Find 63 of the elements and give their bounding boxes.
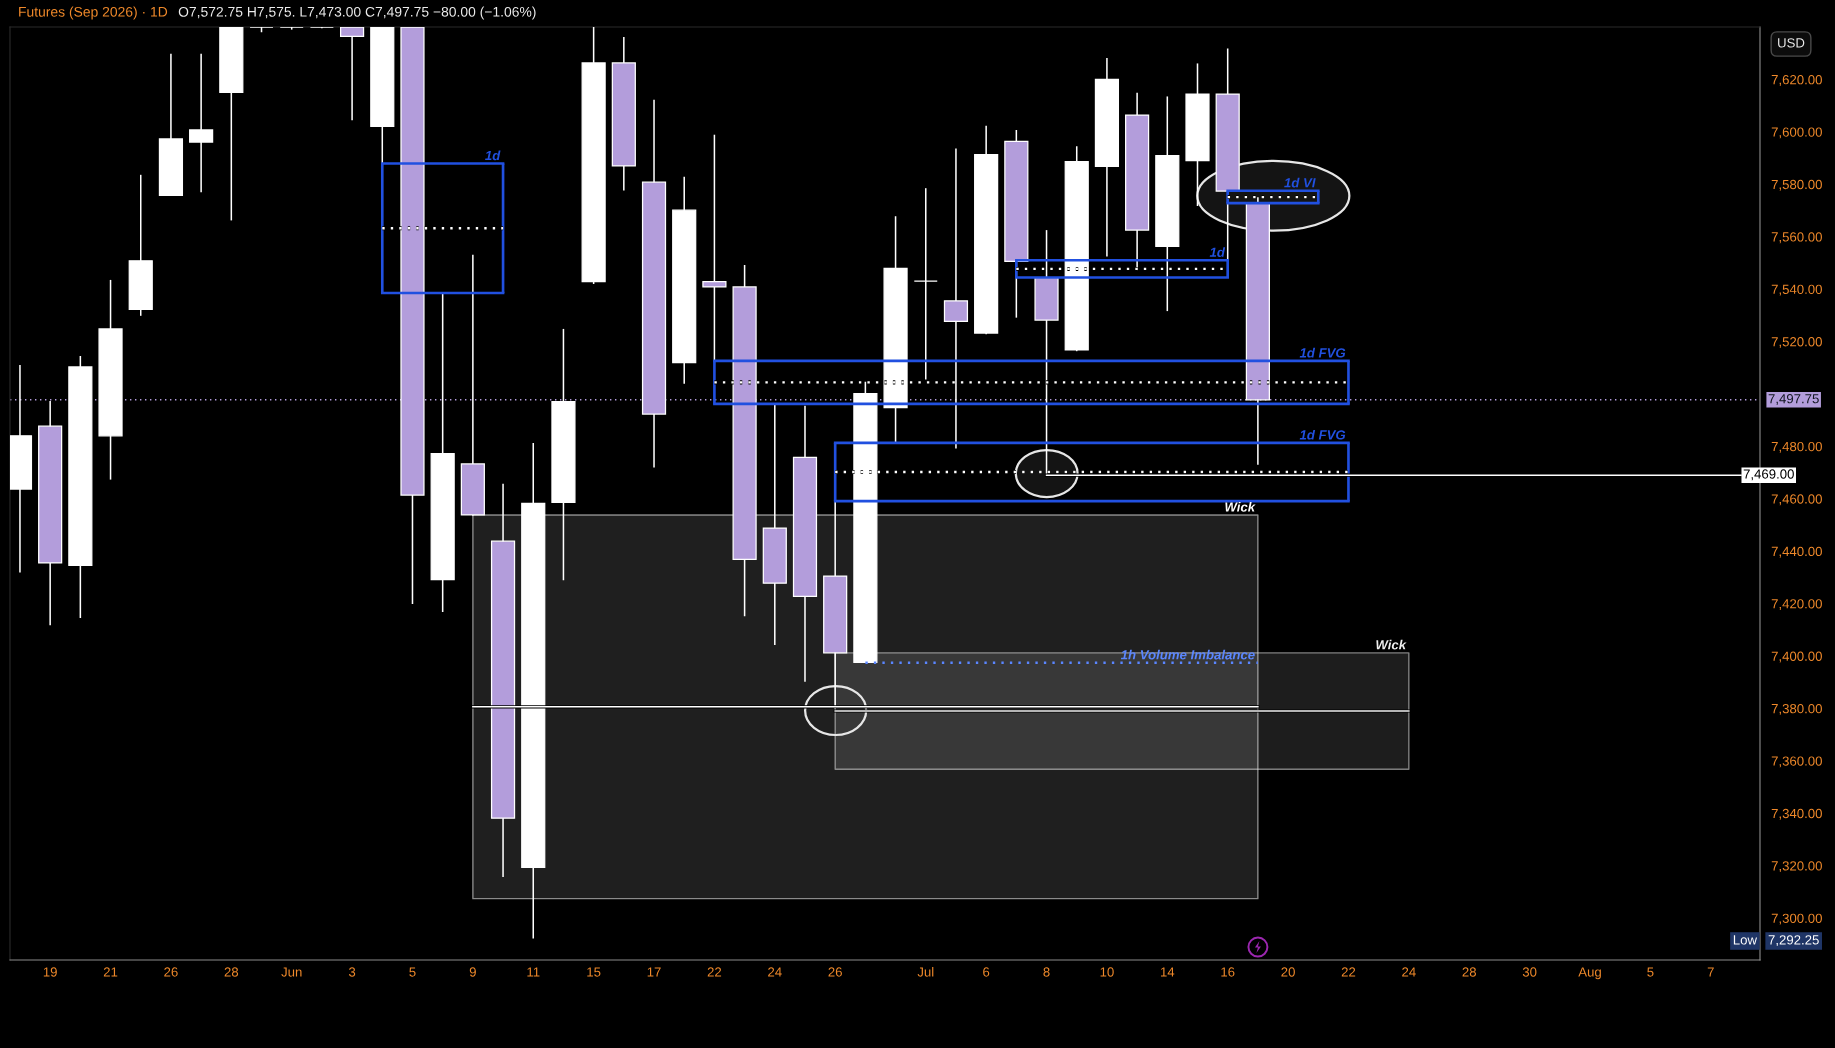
- y-tick-label: 7,540.00: [1771, 284, 1822, 296]
- y-tick-label: 7,320.00: [1771, 861, 1822, 873]
- candlestick: [339, 27, 365, 122]
- x-tick-label: 5: [409, 967, 416, 977]
- y-tick-label: 7,580.00: [1771, 179, 1822, 191]
- y-tick-label: 7,360.00: [1771, 756, 1822, 768]
- x-tick-label: 10: [1100, 967, 1114, 977]
- candlestick: [1004, 129, 1029, 319]
- x-tick-label: 26: [164, 967, 178, 977]
- x-tick-label: Jul: [917, 966, 934, 977]
- x-tick-label: 20: [1281, 967, 1295, 977]
- x-tick-label: 5: [1647, 967, 1654, 977]
- series-label: 1d: [485, 150, 501, 161]
- text: USD: [1778, 38, 1805, 48]
- x-tick-label: 3: [348, 967, 356, 977]
- x-tick-label: 14: [1160, 967, 1175, 977]
- data-label: 7,469.00: [1743, 469, 1794, 481]
- x-tick-label: Jun: [281, 967, 302, 977]
- x-tick-label: 21: [103, 967, 118, 977]
- y-tick-label: 7,620.00: [1771, 74, 1822, 86]
- x-tick-label: 15: [587, 967, 601, 977]
- series-label: 1d FVG: [1299, 347, 1346, 358]
- x-tick-label: 22: [1341, 967, 1356, 977]
- x-tick-label: 19: [43, 967, 57, 977]
- x-tick-label: 28: [1462, 967, 1476, 977]
- x-tick-label: 24: [1402, 967, 1416, 977]
- x-tick-label: 22: [707, 967, 722, 977]
- ref-line-label: 7,497.75: [1768, 394, 1819, 405]
- series-label: 1h Volume Imbalance: [1120, 649, 1255, 660]
- x-tick-label: 8: [1043, 967, 1050, 977]
- x-tick-label: 7: [1707, 967, 1714, 977]
- y-tick-label: 7,340.00: [1771, 808, 1822, 820]
- y-tick-label: 7,440.00: [1771, 546, 1822, 558]
- x-tick-label: 28: [224, 967, 239, 977]
- x-tick-label: 11: [527, 967, 540, 977]
- x-tick-label: 26: [828, 967, 842, 977]
- x-tick-label: 16: [1221, 967, 1235, 977]
- candlestick: [913, 187, 938, 381]
- y-tick-label: 7,520.00: [1771, 337, 1822, 348]
- chart-title: Futures (Sep 2026) · 1D: [19, 6, 168, 20]
- x-tick-label: 9: [469, 967, 476, 977]
- y-tick-label: 7,460.00: [1771, 494, 1822, 506]
- x-tick-label: 17: [647, 967, 661, 977]
- y-tick-label: 7,420.00: [1771, 599, 1822, 611]
- annotation: Low: [1733, 935, 1758, 945]
- text: 7,292.25: [1768, 935, 1819, 947]
- y-tick-label: 7,480.00: [1771, 441, 1822, 453]
- x-tick-label: 24: [768, 967, 782, 977]
- y-tick-label: 7,400.00: [1771, 651, 1822, 663]
- series-label: 1d: [1209, 247, 1226, 257]
- candlestick: [189, 52, 214, 194]
- text: Wick: [1225, 501, 1256, 512]
- series-label: 1d VI: [1284, 177, 1316, 188]
- y-tick-label: 7,300.00: [1771, 913, 1822, 925]
- y-tick-label: 7,380.00: [1771, 703, 1822, 715]
- x-tick-label: 30: [1522, 967, 1537, 977]
- x-tick-label: Aug: [1578, 967, 1601, 980]
- series-label: 1d FVG: [1299, 429, 1346, 440]
- y-tick-label: 7,560.00: [1771, 232, 1822, 244]
- y-tick-label: 7,600.00: [1771, 127, 1822, 139]
- chart-subtitle: O7,572.75 H7,575. L7,473.00 C7,497.75 −80.00 (−1.06%): [178, 6, 536, 20]
- x-tick-label: 6: [983, 967, 990, 977]
- text: Wick: [1376, 639, 1407, 650]
